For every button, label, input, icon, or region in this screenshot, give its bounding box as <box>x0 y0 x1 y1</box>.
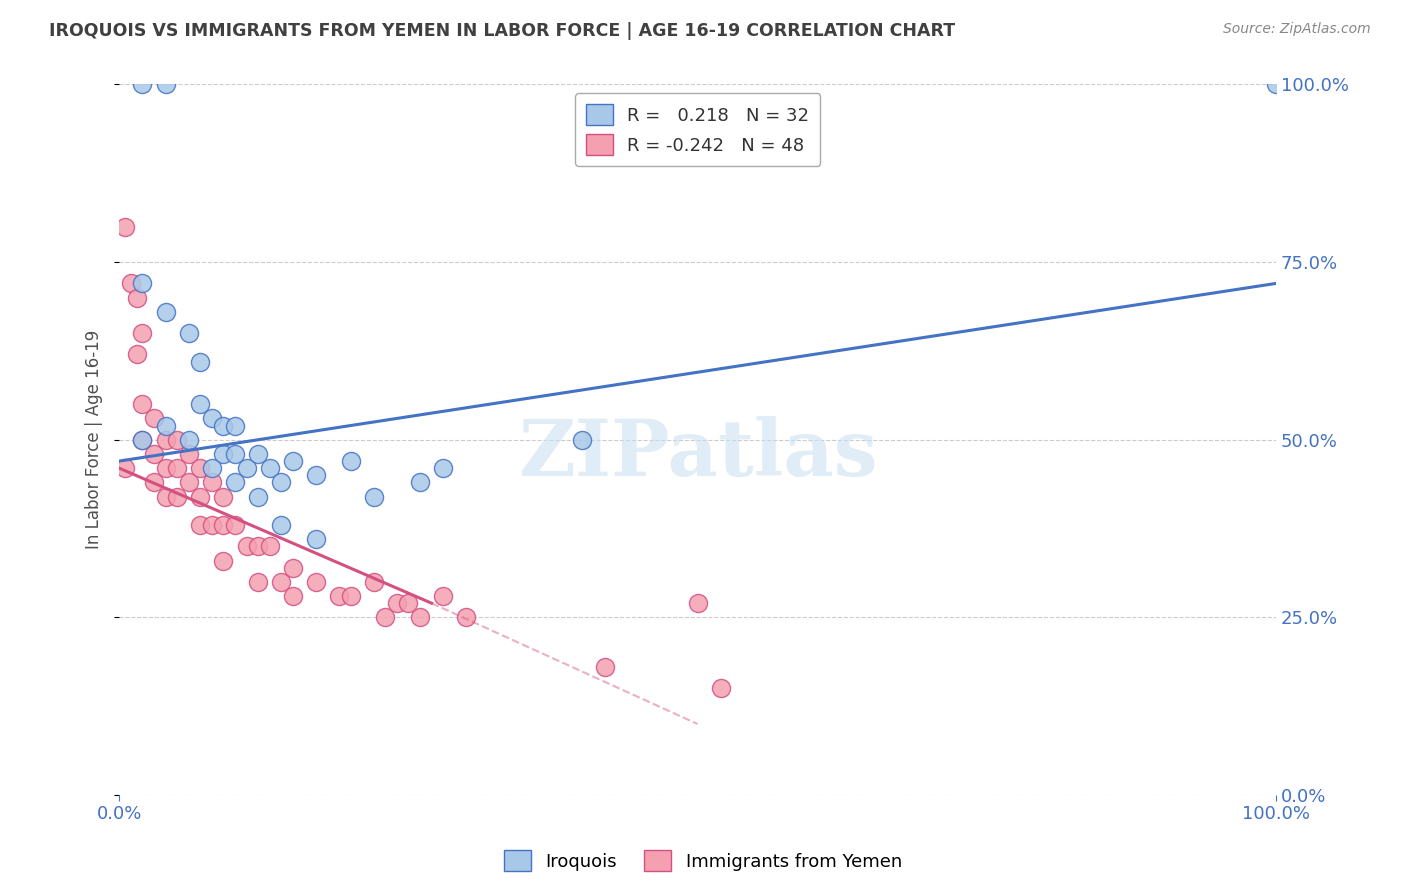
Point <box>247 574 270 589</box>
Text: IROQUOIS VS IMMIGRANTS FROM YEMEN IN LABOR FORCE | AGE 16-19 CORRELATION CHART: IROQUOIS VS IMMIGRANTS FROM YEMEN IN LAB… <box>49 22 955 40</box>
Point <box>385 596 408 610</box>
Point <box>686 596 709 610</box>
Point <box>710 681 733 696</box>
Point <box>432 461 454 475</box>
Point <box>201 518 224 533</box>
Point <box>235 539 257 553</box>
Point <box>131 277 153 291</box>
Point <box>409 610 432 624</box>
Point <box>281 560 304 574</box>
Point <box>177 447 200 461</box>
Point <box>456 610 478 624</box>
Text: Source: ZipAtlas.com: Source: ZipAtlas.com <box>1223 22 1371 37</box>
Point <box>224 447 246 461</box>
Point <box>114 461 136 475</box>
Point <box>143 447 166 461</box>
Point <box>114 219 136 234</box>
Point <box>155 418 177 433</box>
Point <box>188 461 211 475</box>
Point <box>177 326 200 340</box>
Point <box>177 475 200 490</box>
Point <box>212 518 235 533</box>
Point <box>212 553 235 567</box>
Point <box>155 433 177 447</box>
Point <box>166 490 188 504</box>
Point <box>593 660 616 674</box>
Point <box>224 475 246 490</box>
Text: ZIPatlas: ZIPatlas <box>517 416 877 492</box>
Point <box>398 596 420 610</box>
Point <box>120 277 142 291</box>
Point <box>363 490 385 504</box>
Point <box>188 490 211 504</box>
Point <box>188 354 211 368</box>
Point <box>177 433 200 447</box>
Y-axis label: In Labor Force | Age 16-19: In Labor Force | Age 16-19 <box>86 330 103 549</box>
Point <box>270 475 292 490</box>
Point <box>259 539 281 553</box>
Point <box>143 411 166 425</box>
Point <box>339 454 361 468</box>
Point <box>305 533 328 547</box>
Point <box>305 574 328 589</box>
Point <box>125 347 148 361</box>
Point <box>125 291 148 305</box>
Point <box>131 397 153 411</box>
Point <box>188 397 211 411</box>
Point <box>363 574 385 589</box>
Point <box>247 539 270 553</box>
Point <box>1265 78 1288 92</box>
Point <box>143 475 166 490</box>
Point <box>131 433 153 447</box>
Point <box>131 326 153 340</box>
Point <box>201 475 224 490</box>
Point <box>201 411 224 425</box>
Legend: R =   0.218   N = 32, R = -0.242   N = 48: R = 0.218 N = 32, R = -0.242 N = 48 <box>575 94 820 166</box>
Point <box>409 475 432 490</box>
Point <box>339 589 361 603</box>
Point <box>188 518 211 533</box>
Point <box>155 461 177 475</box>
Point <box>281 454 304 468</box>
Point <box>247 447 270 461</box>
Point <box>571 433 593 447</box>
Point <box>281 589 304 603</box>
Point <box>212 447 235 461</box>
Point <box>212 418 235 433</box>
Point <box>224 418 246 433</box>
Point <box>374 610 396 624</box>
Point <box>166 461 188 475</box>
Point <box>212 490 235 504</box>
Point <box>235 461 257 475</box>
Point <box>259 461 281 475</box>
Point <box>270 518 292 533</box>
Legend: Iroquois, Immigrants from Yemen: Iroquois, Immigrants from Yemen <box>496 843 910 879</box>
Point <box>224 518 246 533</box>
Point <box>270 574 292 589</box>
Point <box>328 589 350 603</box>
Point <box>155 78 177 92</box>
Point <box>305 468 328 483</box>
Point <box>155 490 177 504</box>
Point <box>166 433 188 447</box>
Point <box>247 490 270 504</box>
Point <box>131 433 153 447</box>
Point <box>201 461 224 475</box>
Point <box>131 78 153 92</box>
Point <box>432 589 454 603</box>
Point <box>155 305 177 319</box>
